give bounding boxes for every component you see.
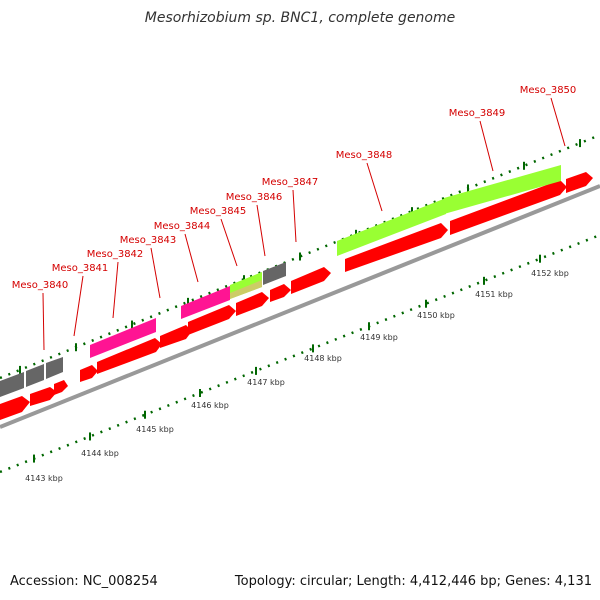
gene-label[interactable]: Meso_3845 <box>190 206 247 217</box>
cds-arrow[interactable] <box>566 172 593 193</box>
gene-block-gray[interactable] <box>46 357 63 379</box>
gene-label[interactable]: Meso_3841 <box>52 263 109 274</box>
gene-label[interactable]: Meso_3840 <box>12 280 69 291</box>
gene-callout-line <box>256 204 266 257</box>
cds-arrow[interactable] <box>450 180 567 235</box>
gene-callout-line <box>220 218 238 267</box>
kbp-label: 4146 kbp <box>191 401 229 410</box>
gene-callout-line <box>550 97 566 147</box>
gene-block-gray[interactable] <box>263 262 286 285</box>
kbp-label: 4145 kbp <box>136 425 174 434</box>
cds-arrow[interactable] <box>291 267 331 294</box>
gene-label[interactable]: Meso_3847 <box>262 177 319 188</box>
gene-block-olive[interactable] <box>230 280 262 299</box>
cds-arrow[interactable] <box>54 380 68 395</box>
cds-arrow[interactable] <box>97 338 162 374</box>
cds-arrow[interactable] <box>160 325 192 348</box>
gene-callout-line <box>42 292 45 351</box>
map-title: Mesorhizobium sp. BNC1, complete genome <box>144 10 456 26</box>
gene-callout-line <box>150 247 161 299</box>
genome-backbone <box>0 184 600 429</box>
gene-label[interactable]: Meso_3846 <box>226 192 283 203</box>
gene-callout-line <box>479 120 494 172</box>
cds-arrow[interactable] <box>30 387 57 406</box>
gene-block-gray[interactable] <box>0 372 24 397</box>
kbp-label: 4151 kbp <box>475 290 513 299</box>
gene-label[interactable]: Meso_3844 <box>154 221 211 232</box>
gene-label[interactable]: Meso_3849 <box>449 108 506 119</box>
gene-label[interactable]: Meso_3848 <box>336 150 393 161</box>
major-ticks <box>19 139 581 463</box>
kbp-label: 4144 kbp <box>81 449 119 458</box>
gene-callout-line <box>366 162 383 212</box>
cds-arrow[interactable] <box>345 223 448 272</box>
kbp-label: 4149 kbp <box>360 333 398 342</box>
gene-callout-line <box>184 233 199 283</box>
gene-callout-line <box>292 189 297 243</box>
gene-label[interactable]: Meso_3850 <box>520 85 577 96</box>
gene-block-gray[interactable] <box>26 364 44 387</box>
gene-callout-line <box>73 275 84 337</box>
gene-block-pink[interactable] <box>90 318 156 358</box>
cds-arrow[interactable] <box>270 284 291 302</box>
gene-block-lime[interactable] <box>337 198 446 256</box>
gene-label[interactable]: Meso_3843 <box>120 235 177 246</box>
genome-summary-text: Topology: circular; Length: 4,412,446 bp… <box>234 574 592 589</box>
cds-arrow[interactable] <box>80 365 98 382</box>
gene-callouts: Meso_3840 Meso_3841 Meso_3842 Meso_3843 Meso… <box>12 85 577 351</box>
gene-block-pink[interactable] <box>181 286 230 319</box>
cds-arrow[interactable] <box>0 396 30 420</box>
kbp-label: 4152 kbp <box>531 269 569 278</box>
kbp-labels: 4143 kbp 4144 kbp 4145 kbp 4146 kbp 4147 kbp… <box>25 269 569 483</box>
cds-arrow[interactable] <box>188 305 236 335</box>
accession-text: Accession: NC_008254 <box>10 574 158 589</box>
cds-arrow[interactable] <box>236 292 269 316</box>
kbp-label: 4143 kbp <box>25 474 63 483</box>
kbp-label: 4148 kbp <box>304 354 342 363</box>
gene-callout-line <box>112 261 119 319</box>
gene-features <box>0 165 593 420</box>
kbp-label: 4150 kbp <box>417 311 455 320</box>
kbp-label: 4147 kbp <box>247 378 285 387</box>
gene-label[interactable]: Meso_3842 <box>87 249 144 260</box>
gene-block-lime[interactable] <box>444 165 561 214</box>
